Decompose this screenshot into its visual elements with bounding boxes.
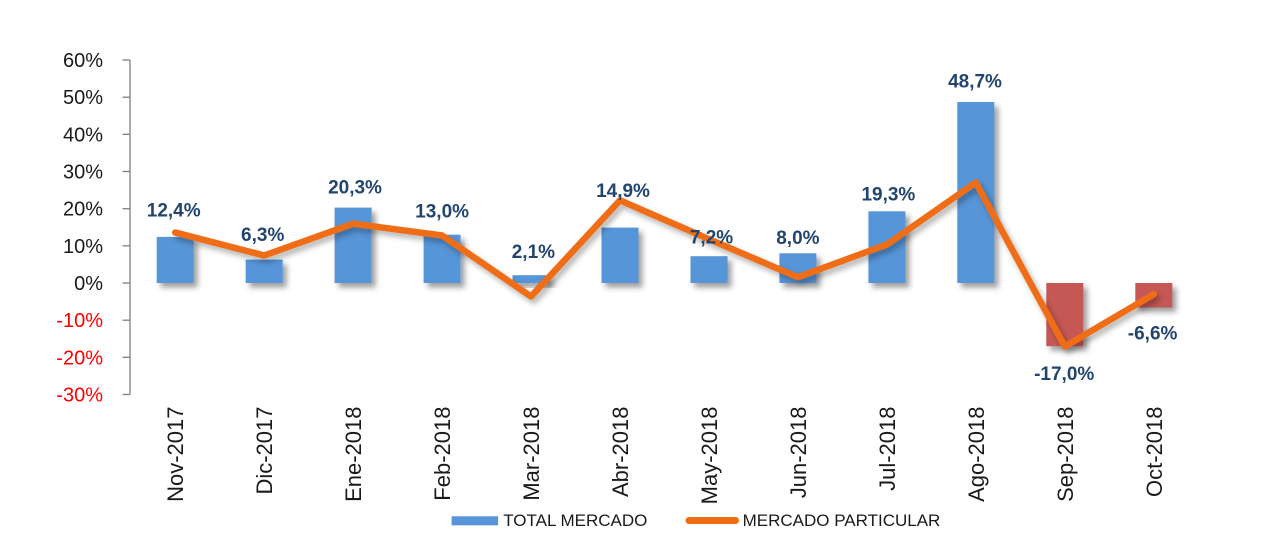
svg-text:Sep-2018: Sep-2018 (1053, 407, 1078, 502)
svg-text:20%: 20% (63, 199, 103, 221)
svg-text:Oct-2018: Oct-2018 (1142, 407, 1167, 498)
svg-text:Mar-2018: Mar-2018 (519, 407, 544, 501)
svg-text:0%: 0% (74, 273, 103, 295)
svg-text:-10%: -10% (56, 310, 103, 332)
svg-text:19,3%: 19,3% (861, 185, 915, 206)
svg-text:Ene-2018: Ene-2018 (341, 407, 366, 502)
svg-text:2,1%: 2,1% (512, 242, 555, 263)
svg-text:40%: 40% (63, 124, 103, 146)
svg-text:60%: 60% (63, 50, 103, 72)
svg-text:7,2%: 7,2% (690, 228, 733, 249)
svg-text:Jun-2018: Jun-2018 (786, 407, 811, 499)
svg-text:10%: 10% (63, 236, 103, 258)
svg-text:12,4%: 12,4% (147, 201, 201, 222)
svg-text:14,9%: 14,9% (596, 181, 650, 202)
svg-text:Ago-2018: Ago-2018 (964, 407, 989, 502)
svg-text:-6,6%: -6,6% (1128, 323, 1178, 344)
svg-text:-20%: -20% (56, 347, 103, 369)
svg-text:-30%: -30% (56, 385, 103, 407)
svg-text:Abr-2018: Abr-2018 (608, 407, 633, 498)
svg-text:30%: 30% (63, 162, 103, 184)
svg-text:-17,0%: -17,0% (1034, 364, 1094, 385)
svg-text:Dic-2017: Dic-2017 (252, 407, 277, 495)
svg-text:8,0%: 8,0% (776, 228, 819, 249)
svg-text:Feb-2018: Feb-2018 (430, 407, 455, 501)
svg-text:MERCADO PARTICULAR: MERCADO PARTICULAR (743, 511, 941, 530)
svg-text:6,3%: 6,3% (241, 225, 284, 246)
svg-text:48,7%: 48,7% (948, 72, 1002, 93)
svg-text:13,0%: 13,0% (415, 202, 469, 223)
svg-text:Nov-2017: Nov-2017 (163, 407, 188, 502)
svg-text:TOTAL MERCADO: TOTAL MERCADO (503, 511, 647, 530)
svg-text:20,3%: 20,3% (328, 178, 382, 199)
svg-text:May-2018: May-2018 (697, 407, 722, 505)
svg-text:Jul-2018: Jul-2018 (875, 407, 900, 491)
svg-text:50%: 50% (63, 87, 103, 109)
